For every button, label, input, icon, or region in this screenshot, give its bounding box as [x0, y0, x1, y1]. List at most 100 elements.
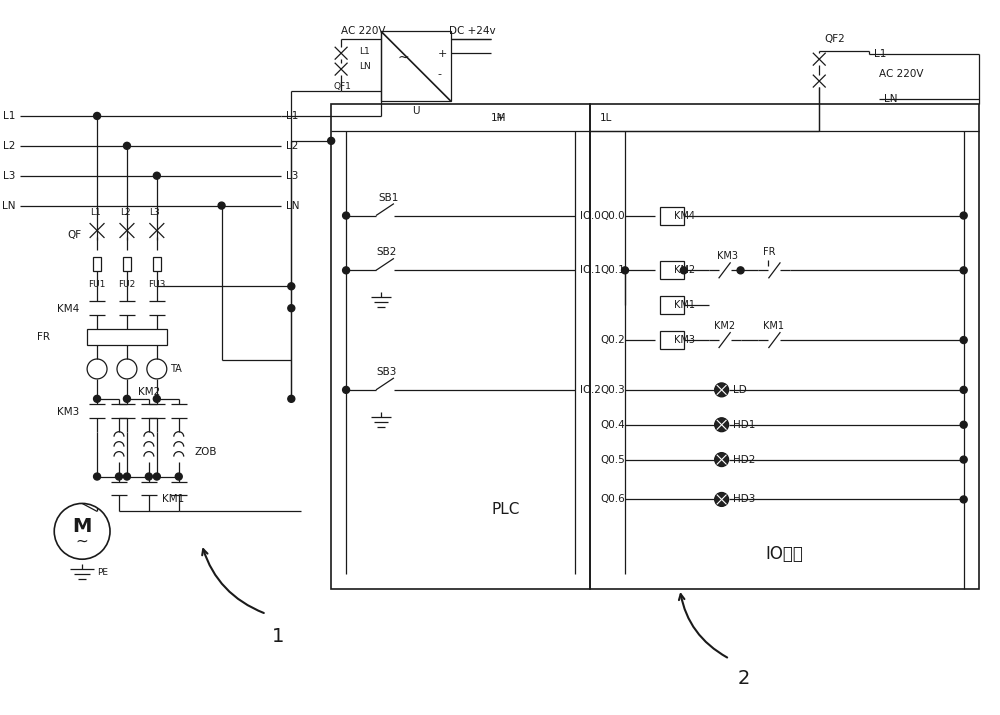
Text: SB1: SB1: [378, 192, 398, 202]
Circle shape: [218, 202, 225, 209]
Circle shape: [153, 473, 160, 480]
Bar: [660, 331, 684, 349]
Text: KM3: KM3: [717, 252, 738, 262]
Circle shape: [960, 386, 967, 393]
Circle shape: [288, 283, 295, 290]
Text: LN: LN: [359, 61, 371, 71]
Circle shape: [153, 395, 160, 403]
Bar: [93, 257, 101, 271]
Text: QF2: QF2: [824, 34, 845, 44]
Circle shape: [960, 212, 967, 219]
Bar: [660, 296, 684, 314]
Circle shape: [343, 212, 350, 219]
Text: KM1: KM1: [763, 321, 784, 331]
Text: +: +: [438, 49, 447, 59]
Text: 1M: 1M: [491, 113, 506, 123]
Text: L3: L3: [3, 171, 15, 181]
Text: M: M: [72, 517, 92, 536]
Text: FR: FR: [37, 332, 50, 342]
Text: FU1: FU1: [88, 280, 106, 289]
Text: +: +: [496, 113, 505, 123]
Circle shape: [343, 267, 350, 274]
Text: PLC: PLC: [491, 502, 520, 517]
Circle shape: [123, 395, 130, 403]
Text: KM4: KM4: [57, 304, 79, 314]
Circle shape: [123, 473, 130, 480]
Text: PE: PE: [97, 568, 108, 577]
Text: KM2: KM2: [138, 387, 160, 397]
Circle shape: [123, 142, 130, 149]
Text: L1: L1: [359, 46, 370, 56]
Text: FR: FR: [763, 247, 776, 257]
Circle shape: [288, 395, 295, 403]
Text: IO.0: IO.0: [580, 210, 601, 220]
Text: Q0.1: Q0.1: [600, 265, 625, 275]
Text: KM3: KM3: [57, 407, 79, 417]
Text: QF: QF: [67, 230, 81, 240]
Text: L2: L2: [286, 141, 299, 151]
Text: L2: L2: [3, 141, 15, 151]
Text: Q0.2: Q0.2: [600, 335, 625, 345]
Circle shape: [153, 172, 160, 179]
Text: Q0.0: Q0.0: [600, 210, 625, 220]
Text: ZOB: ZOB: [195, 447, 217, 457]
Text: 1L: 1L: [600, 113, 612, 123]
Text: 2: 2: [738, 669, 750, 689]
Text: HD2: HD2: [733, 455, 755, 465]
Text: ~: ~: [398, 51, 410, 65]
Text: IO.2: IO.2: [580, 385, 601, 395]
Text: KM2: KM2: [674, 265, 695, 275]
Text: Q0.3: Q0.3: [600, 385, 625, 395]
Bar: [123, 257, 131, 271]
Circle shape: [94, 395, 101, 403]
Bar: [87, 329, 167, 345]
Bar: [660, 207, 684, 225]
Text: ~: ~: [76, 534, 89, 549]
Circle shape: [715, 453, 729, 467]
Text: FU3: FU3: [148, 280, 166, 289]
Text: L3: L3: [149, 208, 160, 217]
Text: L1: L1: [286, 111, 299, 121]
Circle shape: [960, 337, 967, 343]
Text: IO.1: IO.1: [580, 265, 601, 275]
Text: AC 220V: AC 220V: [341, 26, 386, 36]
Text: KM4: KM4: [674, 210, 695, 220]
Circle shape: [343, 386, 350, 393]
Text: Q0.5: Q0.5: [600, 455, 625, 465]
Circle shape: [622, 267, 628, 274]
Text: L2: L2: [120, 208, 130, 217]
Text: KM1: KM1: [674, 300, 695, 310]
Circle shape: [715, 383, 729, 397]
Circle shape: [960, 267, 967, 274]
Circle shape: [288, 305, 295, 312]
Text: FU2: FU2: [118, 280, 136, 289]
Text: HD1: HD1: [733, 420, 755, 430]
Text: AC 220V: AC 220V: [879, 69, 924, 79]
Bar: [660, 262, 684, 280]
Circle shape: [960, 496, 967, 503]
Circle shape: [960, 456, 967, 463]
Text: TA: TA: [170, 364, 182, 374]
Text: U: U: [412, 106, 420, 116]
Circle shape: [115, 473, 122, 480]
Circle shape: [737, 267, 744, 274]
Text: SB2: SB2: [376, 247, 396, 257]
Bar: [153, 257, 161, 271]
Text: KM2: KM2: [714, 321, 735, 331]
Circle shape: [94, 473, 101, 480]
Text: KM3: KM3: [674, 335, 695, 345]
Text: LN: LN: [884, 94, 897, 104]
Text: L1: L1: [3, 111, 15, 121]
Text: -: -: [438, 69, 442, 79]
Text: DC +24v: DC +24v: [449, 26, 495, 36]
Text: KM1: KM1: [162, 495, 184, 505]
Text: QF1: QF1: [333, 82, 351, 91]
Text: HD3: HD3: [733, 495, 755, 505]
Circle shape: [145, 473, 152, 480]
Circle shape: [680, 267, 687, 274]
Bar: [331, 104, 590, 589]
Text: SB3: SB3: [376, 367, 396, 377]
Circle shape: [94, 112, 101, 119]
Text: IO分配: IO分配: [765, 546, 803, 563]
Circle shape: [960, 421, 967, 428]
